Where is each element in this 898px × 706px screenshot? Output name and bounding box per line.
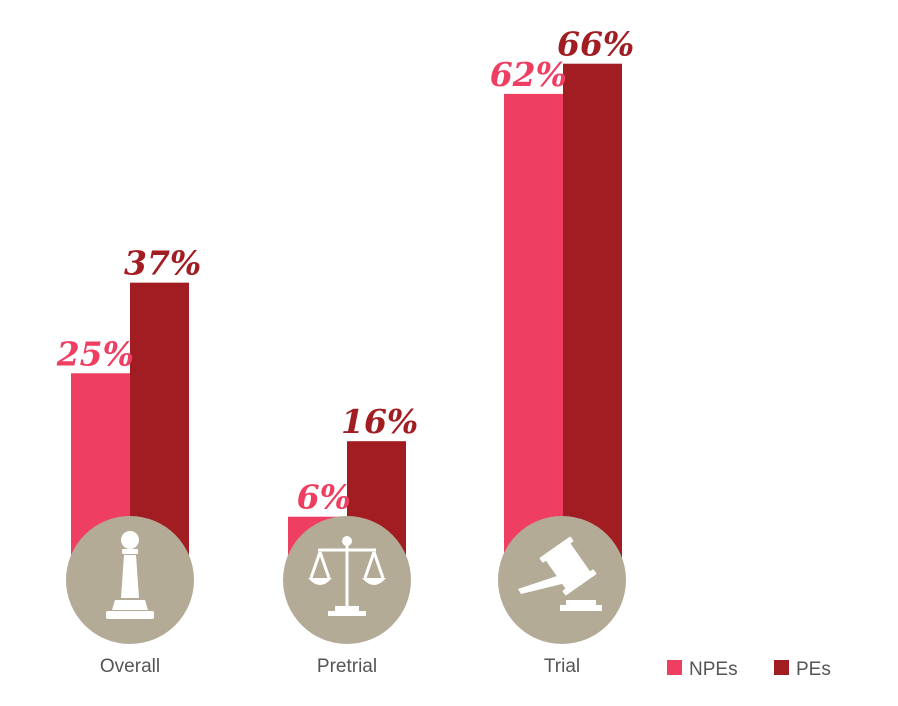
- bar-pes-trial: [563, 63, 622, 562]
- category-label-trial: Trial: [544, 656, 580, 677]
- scales-icon: [283, 516, 411, 644]
- value-labels-layer: 25% 37% 6% 16% 62%66%: [56, 25, 635, 517]
- bar-pes-overall: [130, 282, 189, 562]
- value-label-pes-pretrial: 16%: [341, 402, 418, 441]
- legend-label-pes: PEs: [796, 659, 831, 680]
- value-label-pes-overall: 37%: [124, 244, 201, 283]
- pawn-icon: [66, 516, 194, 644]
- value-label-npes-overall: 25%: [56, 334, 134, 373]
- gavel-icon: [498, 516, 626, 644]
- value-label-npes-trial: 62%: [490, 55, 567, 94]
- bar-npes-trial: [504, 93, 563, 563]
- category-label-pretrial: Pretrial: [317, 656, 377, 677]
- category-labels-layer: Overall Pretrial Trial: [100, 656, 580, 677]
- legend-label-npes: NPEs: [689, 659, 738, 680]
- legend: NPEs PEs: [667, 659, 831, 680]
- legend-swatch-pes: [774, 660, 789, 675]
- value-label-pes-trial: 66%: [557, 25, 634, 64]
- legend-swatch-npes: [667, 660, 682, 675]
- bars-layer: [71, 63, 622, 563]
- category-label-overall: Overall: [100, 656, 160, 677]
- value-label-npes-pretrial: 6%: [297, 478, 351, 517]
